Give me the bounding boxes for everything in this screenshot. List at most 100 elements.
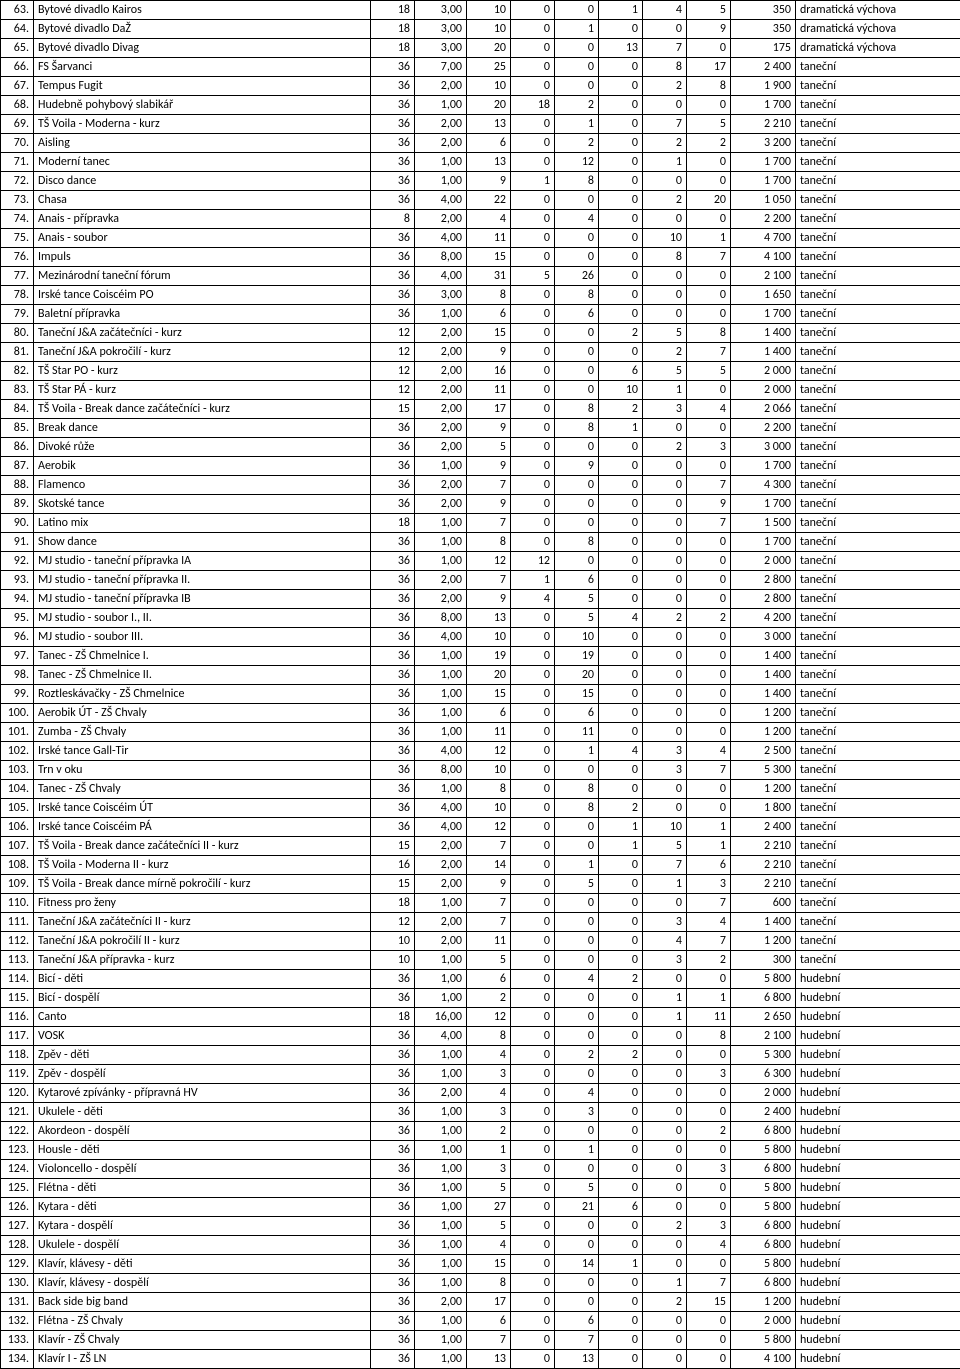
cell: dramatická výchova [796, 39, 960, 58]
cell: 13 [467, 1350, 511, 1369]
cell: 2 [687, 951, 731, 970]
cell: 0 [599, 951, 643, 970]
cell: taneční [796, 381, 960, 400]
cell: 2,00 [415, 77, 467, 96]
cell: 2 100 [731, 1027, 796, 1046]
cell: hudební [796, 970, 960, 989]
cell: Housle - děti [34, 1141, 371, 1160]
cell: 15 [687, 1293, 731, 1312]
cell: 1 050 [731, 191, 796, 210]
cell: 6 [467, 305, 511, 324]
cell: taneční [796, 856, 960, 875]
cell: 1 700 [731, 96, 796, 115]
cell: 0 [511, 400, 555, 419]
table-row: 84.TŠ Voila - Break dance začátečníci - … [1, 400, 960, 419]
cell: 0 [511, 913, 555, 932]
cell: 8 [467, 780, 511, 799]
table-row: 116.Canto1816,00120001112 650hudební [1, 1008, 960, 1027]
cell: 1 [643, 1008, 687, 1027]
table-row: 97.Tanec - ZŠ Chmelnice I.361,0019019000… [1, 647, 960, 666]
cell: 0 [511, 951, 555, 970]
cell: 0 [643, 666, 687, 685]
cell: 1 400 [731, 685, 796, 704]
cell: 5 800 [731, 1198, 796, 1217]
cell: 1 700 [731, 533, 796, 552]
cell: 1 [467, 1141, 511, 1160]
cell: hudební [796, 1103, 960, 1122]
cell: 4,00 [415, 191, 467, 210]
cell: Tanec - ZŠ Chmelnice I. [34, 647, 371, 666]
cell: 0 [555, 39, 599, 58]
cell: 6 [555, 1312, 599, 1331]
cell: 2 [599, 970, 643, 989]
cell: Klavír - ZŠ Chvaly [34, 1331, 371, 1350]
cell: 8 [467, 1027, 511, 1046]
cell: 1,00 [415, 970, 467, 989]
cell: 0 [511, 685, 555, 704]
table-row: 91.Show dance361,008080001 700taneční [1, 533, 960, 552]
table-row: 96.MJ studio - soubor III.364,0010010000… [1, 628, 960, 647]
cell: 1 [599, 837, 643, 856]
cell: 2,00 [415, 932, 467, 951]
cell: taneční [796, 457, 960, 476]
cell: 77. [1, 267, 34, 286]
cell: 0 [599, 267, 643, 286]
cell: 4 [599, 609, 643, 628]
cell: 0 [599, 856, 643, 875]
cell: 0 [687, 970, 731, 989]
cell: 11 [467, 932, 511, 951]
cell: 1 [555, 115, 599, 134]
cell: 1,00 [415, 647, 467, 666]
cell: 2 000 [731, 552, 796, 571]
cell: 0 [687, 381, 731, 400]
cell: hudební [796, 1046, 960, 1065]
cell: 2 650 [731, 1008, 796, 1027]
cell: 94. [1, 590, 34, 609]
cell: 36 [371, 115, 415, 134]
cell: Fitness pro ženy [34, 894, 371, 913]
cell: 4,00 [415, 799, 467, 818]
cell: TŠ Voila - Break dance začátečníci - kur… [34, 400, 371, 419]
cell: 5 [511, 267, 555, 286]
cell: 350 [731, 1, 796, 20]
cell: 103. [1, 761, 34, 780]
cell: hudební [796, 1122, 960, 1141]
cell: 4 [555, 1084, 599, 1103]
cell: 1 [687, 818, 731, 837]
cell: 1,00 [415, 1255, 467, 1274]
cell: 2 [467, 1122, 511, 1141]
cell: 36 [371, 305, 415, 324]
cell: 0 [511, 609, 555, 628]
cell: 19 [467, 647, 511, 666]
cell: 1,00 [415, 1236, 467, 1255]
cell: taneční [796, 96, 960, 115]
cell: 0 [555, 913, 599, 932]
cell: 0 [511, 932, 555, 951]
cell: 10 [467, 77, 511, 96]
cell: 12 [467, 1008, 511, 1027]
cell: Disco dance [34, 172, 371, 191]
cell: 17 [467, 1293, 511, 1312]
cell: 12 [371, 324, 415, 343]
cell: 0 [511, 286, 555, 305]
cell: 2 800 [731, 590, 796, 609]
cell: 1,00 [415, 666, 467, 685]
cell: 6 300 [731, 1065, 796, 1084]
cell: 2 [599, 1046, 643, 1065]
cell: 0 [643, 305, 687, 324]
cell: 0 [643, 685, 687, 704]
cell: 0 [511, 628, 555, 647]
cell: 4 [467, 1084, 511, 1103]
cell: 0 [643, 96, 687, 115]
cell: 0 [555, 191, 599, 210]
cell: 0 [511, 856, 555, 875]
cell: 8 [555, 780, 599, 799]
cell: Violoncello - dospělí [34, 1160, 371, 1179]
cell: 0 [511, 533, 555, 552]
cell: 0 [511, 1, 555, 20]
cell: 1 700 [731, 457, 796, 476]
cell: MJ studio - soubor I., II. [34, 609, 371, 628]
cell: 0 [511, 191, 555, 210]
cell: 0 [555, 324, 599, 343]
cell: 9 [687, 495, 731, 514]
